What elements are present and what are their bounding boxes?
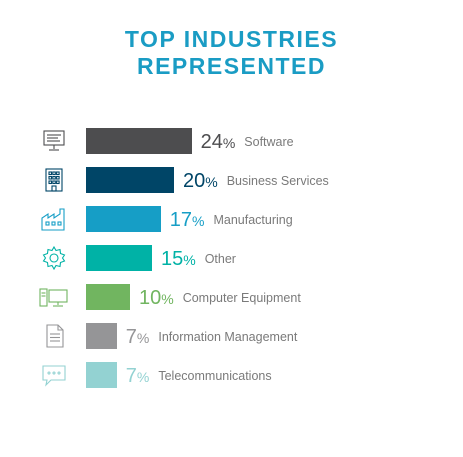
value-number: 7 [125,326,137,348]
value-unit: % [222,135,236,151]
value-label: 10% [139,283,174,311]
value-number: 20 [183,170,206,192]
bar [86,362,117,388]
bar-row: 7% Information Management [0,322,463,350]
bar [86,323,117,349]
value-unit: % [183,252,196,268]
office-building-icon [36,166,72,194]
gear-icon [36,244,72,272]
bar-row: 7% Telecommunications [0,361,463,389]
value-unit: % [205,174,218,190]
title-line-2: REPRESENTED [136,53,327,79]
bar-row: 24% Software [0,127,463,155]
bar [86,167,174,193]
value-number: 7 [125,365,137,387]
value-unit: % [161,291,174,307]
category-label: Computer Equipment [182,291,301,305]
bar [86,128,192,154]
chart-title: TOP INDUSTRIES REPRESENTED [0,26,463,80]
bar-row: 17% Manufacturing [0,205,463,233]
value-label: 7% [126,322,150,350]
monitor-icon [36,127,72,155]
category-label: Other [204,252,236,266]
document-icon [36,322,72,350]
computer-equipment-icon [36,283,72,311]
value-label: 20% [183,166,218,194]
value-label: 24% [201,127,236,155]
value-number: 24 [200,131,223,153]
value-unit: % [136,330,150,346]
value-label: 7% [126,361,150,389]
bar-row: 15% Other [0,244,463,272]
bar-row: 10% Computer Equipment [0,283,463,311]
category-label: Business Services [226,174,329,188]
factory-icon [36,205,72,233]
value-label: 17% [170,205,205,233]
value-number: 17 [169,209,193,231]
bar [86,284,130,310]
category-label: Manufacturing [213,213,293,227]
value-number: 15 [161,248,184,270]
category-label: Telecommunications [158,369,272,383]
bar [86,245,152,271]
bar [86,206,161,232]
title-line-1: TOP INDUSTRIES [124,26,339,52]
value-unit: % [136,369,150,385]
value-label: 15% [161,244,196,272]
category-label: Software [244,135,294,149]
value-number: 10 [139,287,162,309]
chat-bubble-icon [36,361,72,389]
value-unit: % [192,213,205,229]
category-label: Information Management [158,330,298,344]
bar-row: 20% Business Services [0,166,463,194]
